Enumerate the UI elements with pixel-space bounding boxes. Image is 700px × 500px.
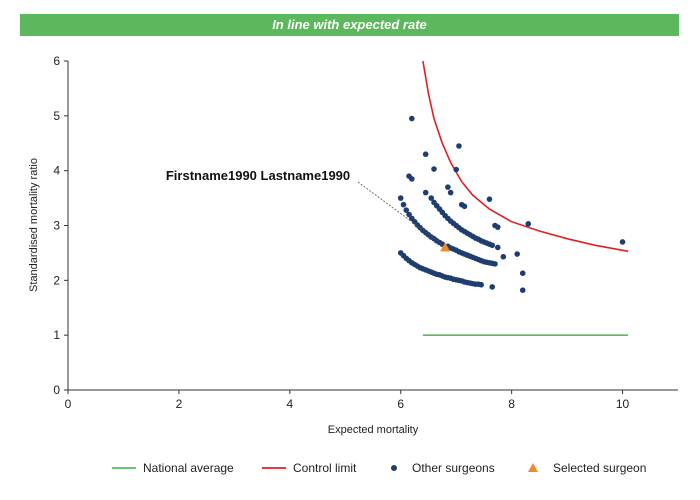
legend-swatch-other-surgeons xyxy=(391,465,397,471)
x-tick-label: 2 xyxy=(176,397,183,411)
other-surgeon-point xyxy=(514,251,520,257)
other-surgeon-point xyxy=(397,195,404,201)
axes xyxy=(64,60,678,394)
x-tick-label: 0 xyxy=(65,397,72,411)
other-surgeon-point xyxy=(519,287,526,294)
other-surgeon-point xyxy=(445,184,451,190)
other-surgeon-point xyxy=(403,207,410,213)
x-tick-label: 4 xyxy=(286,397,293,411)
y-tick-label: 3 xyxy=(53,219,60,233)
other-surgeon-point xyxy=(431,166,437,172)
annotation-leader-line xyxy=(357,181,442,244)
other-surgeon-point xyxy=(619,239,626,245)
y-tick-label: 4 xyxy=(53,164,60,178)
x-tick-label: 6 xyxy=(397,397,404,411)
other-surgeon-point xyxy=(500,253,507,260)
legend: National average Control limit Other surge… xyxy=(112,461,646,475)
legend-item-selected-surgeon: Selected surgeon xyxy=(528,461,646,475)
other-surgeon-point xyxy=(525,221,532,227)
y-tick-label: 1 xyxy=(53,328,60,342)
other-surgeon-point xyxy=(461,203,468,210)
other-surgeon-point xyxy=(494,244,501,251)
x-tick-label: 10 xyxy=(616,397,630,411)
legend-label-national-average: National average xyxy=(143,461,234,475)
control-limit-curve xyxy=(422,60,629,253)
other-surgeon-point xyxy=(486,196,493,202)
y-tick-label: 0 xyxy=(53,383,60,397)
chart-title-banner: In line with expected rate xyxy=(20,14,679,36)
other-surgeon-point xyxy=(492,261,498,267)
other-surgeon-point xyxy=(519,270,526,277)
x-axis-label: Expected mortality xyxy=(328,424,419,436)
y-tick-label: 2 xyxy=(53,273,60,287)
selected-surgeon-point xyxy=(440,242,451,252)
legend-item-national-average: National average xyxy=(112,461,234,475)
other-surgeon-point xyxy=(478,281,484,288)
other-surgeon-point xyxy=(422,151,429,158)
other-surgeon-point xyxy=(422,189,429,196)
other-surgeon-point xyxy=(453,166,459,173)
legend-item-control-limit: Control limit xyxy=(262,461,357,475)
other-surgeon-point xyxy=(494,224,501,230)
other-surgeon-point xyxy=(447,189,454,196)
other-surgeon-point xyxy=(489,242,496,249)
annotation-label: Firstname1990 Lastname1990 xyxy=(166,168,350,183)
other-surgeon-point xyxy=(400,201,407,208)
y-tick-label: 6 xyxy=(53,54,60,68)
other-surgeon-point xyxy=(456,143,462,149)
other-surgeon-point xyxy=(409,176,415,182)
y-tick-label: 5 xyxy=(53,109,60,123)
legend-item-other-surgeons: Other surgeons xyxy=(391,461,495,475)
other-surgeon-point xyxy=(409,115,415,122)
legend-label-other-surgeons: Other surgeons xyxy=(412,461,495,475)
legend-label-selected-surgeon: Selected surgeon xyxy=(553,461,646,475)
x-tick-label: 8 xyxy=(508,397,515,411)
legend-label-control-limit: Control limit xyxy=(293,461,357,475)
plot-area xyxy=(397,60,629,337)
y-axis-label: Standardised mortality ratio xyxy=(28,158,40,292)
legend-swatch-selected-surgeon xyxy=(528,463,538,472)
other-surgeon-point xyxy=(428,195,435,201)
tick-labels: 0 2 4 6 8 10 0 1 2 3 4 5 6 xyxy=(53,54,629,411)
other-surgeon-point xyxy=(489,284,496,290)
